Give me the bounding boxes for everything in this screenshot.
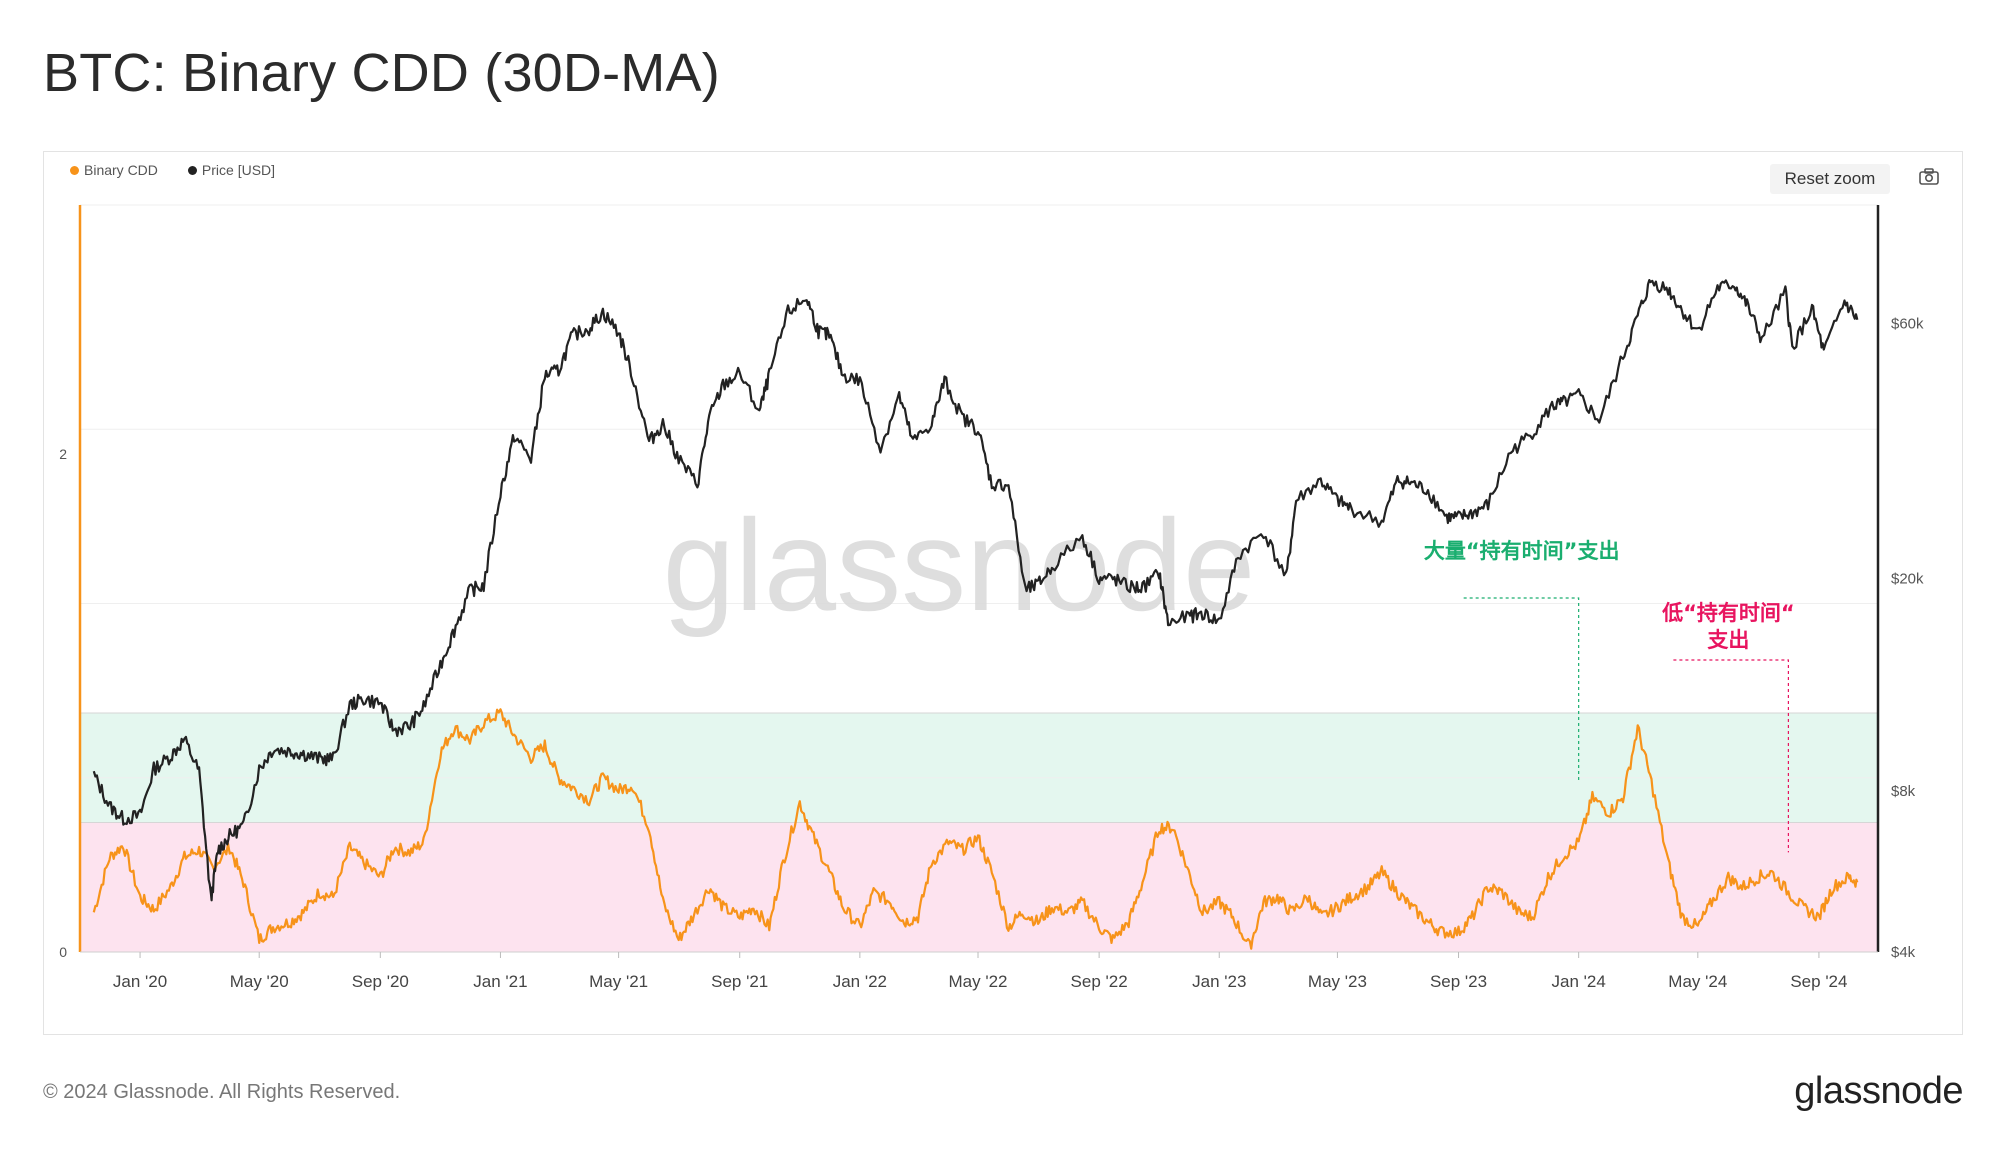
high-spending-pointer [1463,597,1580,783]
x-tick-label: May '22 [949,972,1008,991]
y-left-tick-label: 2 [59,446,67,462]
x-tick-label: May '20 [230,972,289,991]
watermark: glassnode [663,492,1256,638]
y-left-tick-label: 0 [59,944,67,960]
x-tick-label: May '21 [589,972,648,991]
legend-label-binary-cdd: Binary CDD [84,162,158,178]
footer-logo: glassnode [1794,1070,1963,1112]
footer-copyright: © 2024 Glassnode. All Rights Reserved. [43,1081,401,1103]
x-tick-label: May '24 [1668,972,1727,991]
low-spending-pointer [1673,659,1789,853]
legend-item-binary-cdd[interactable]: Binary CDD [70,162,158,178]
x-tick-label: Sep '21 [711,972,768,991]
x-tick-label: Sep '22 [1071,972,1128,991]
x-tick-label: Jan '20 [113,972,167,991]
x-tick-label: Sep '24 [1790,972,1847,991]
high-spending-annotation: 大量“持有时间”支出 [1424,539,1620,563]
legend-item-price[interactable]: Price [USD] [187,162,276,178]
y-right-tick-label: $4k [1891,944,1916,961]
legend-label-price: Price [USD] [201,162,276,178]
x-tick-label: Sep '20 [352,972,409,991]
reset-zoom-button[interactable]: Reset zoom [1770,164,1890,194]
legend-dot-price [187,165,197,175]
x-tick-label: Jan '24 [1552,972,1606,991]
low-spending-annotation-line1: 低“持有时间“ [1661,601,1795,625]
x-tick-label: May '23 [1308,972,1367,991]
chart-legend: Binary CDD Price [USD] [70,162,275,178]
high-spending-band [80,712,1878,823]
legend-dot-binary-cdd [70,165,79,175]
binary-cdd-line[interactable] [92,708,1859,950]
y-right-tick-label: $60k [1891,316,1924,333]
low-spending-annotation-line2: 支出 [1707,628,1749,652]
x-tick-label: Sep '23 [1430,972,1487,991]
x-tick-label: Jan '23 [1192,972,1246,991]
y-right-tick-label: $20k [1891,571,1924,588]
page-title: BTC: Binary CDD (30D-MA) [43,43,720,103]
camera-icon[interactable] [1918,166,1940,188]
x-tick-label: Jan '22 [833,972,887,991]
price-line[interactable] [92,279,1859,902]
y-right-tick-label: $8k [1891,783,1916,800]
x-tick-label: Jan '21 [473,972,527,991]
low-spending-band [80,822,1878,952]
